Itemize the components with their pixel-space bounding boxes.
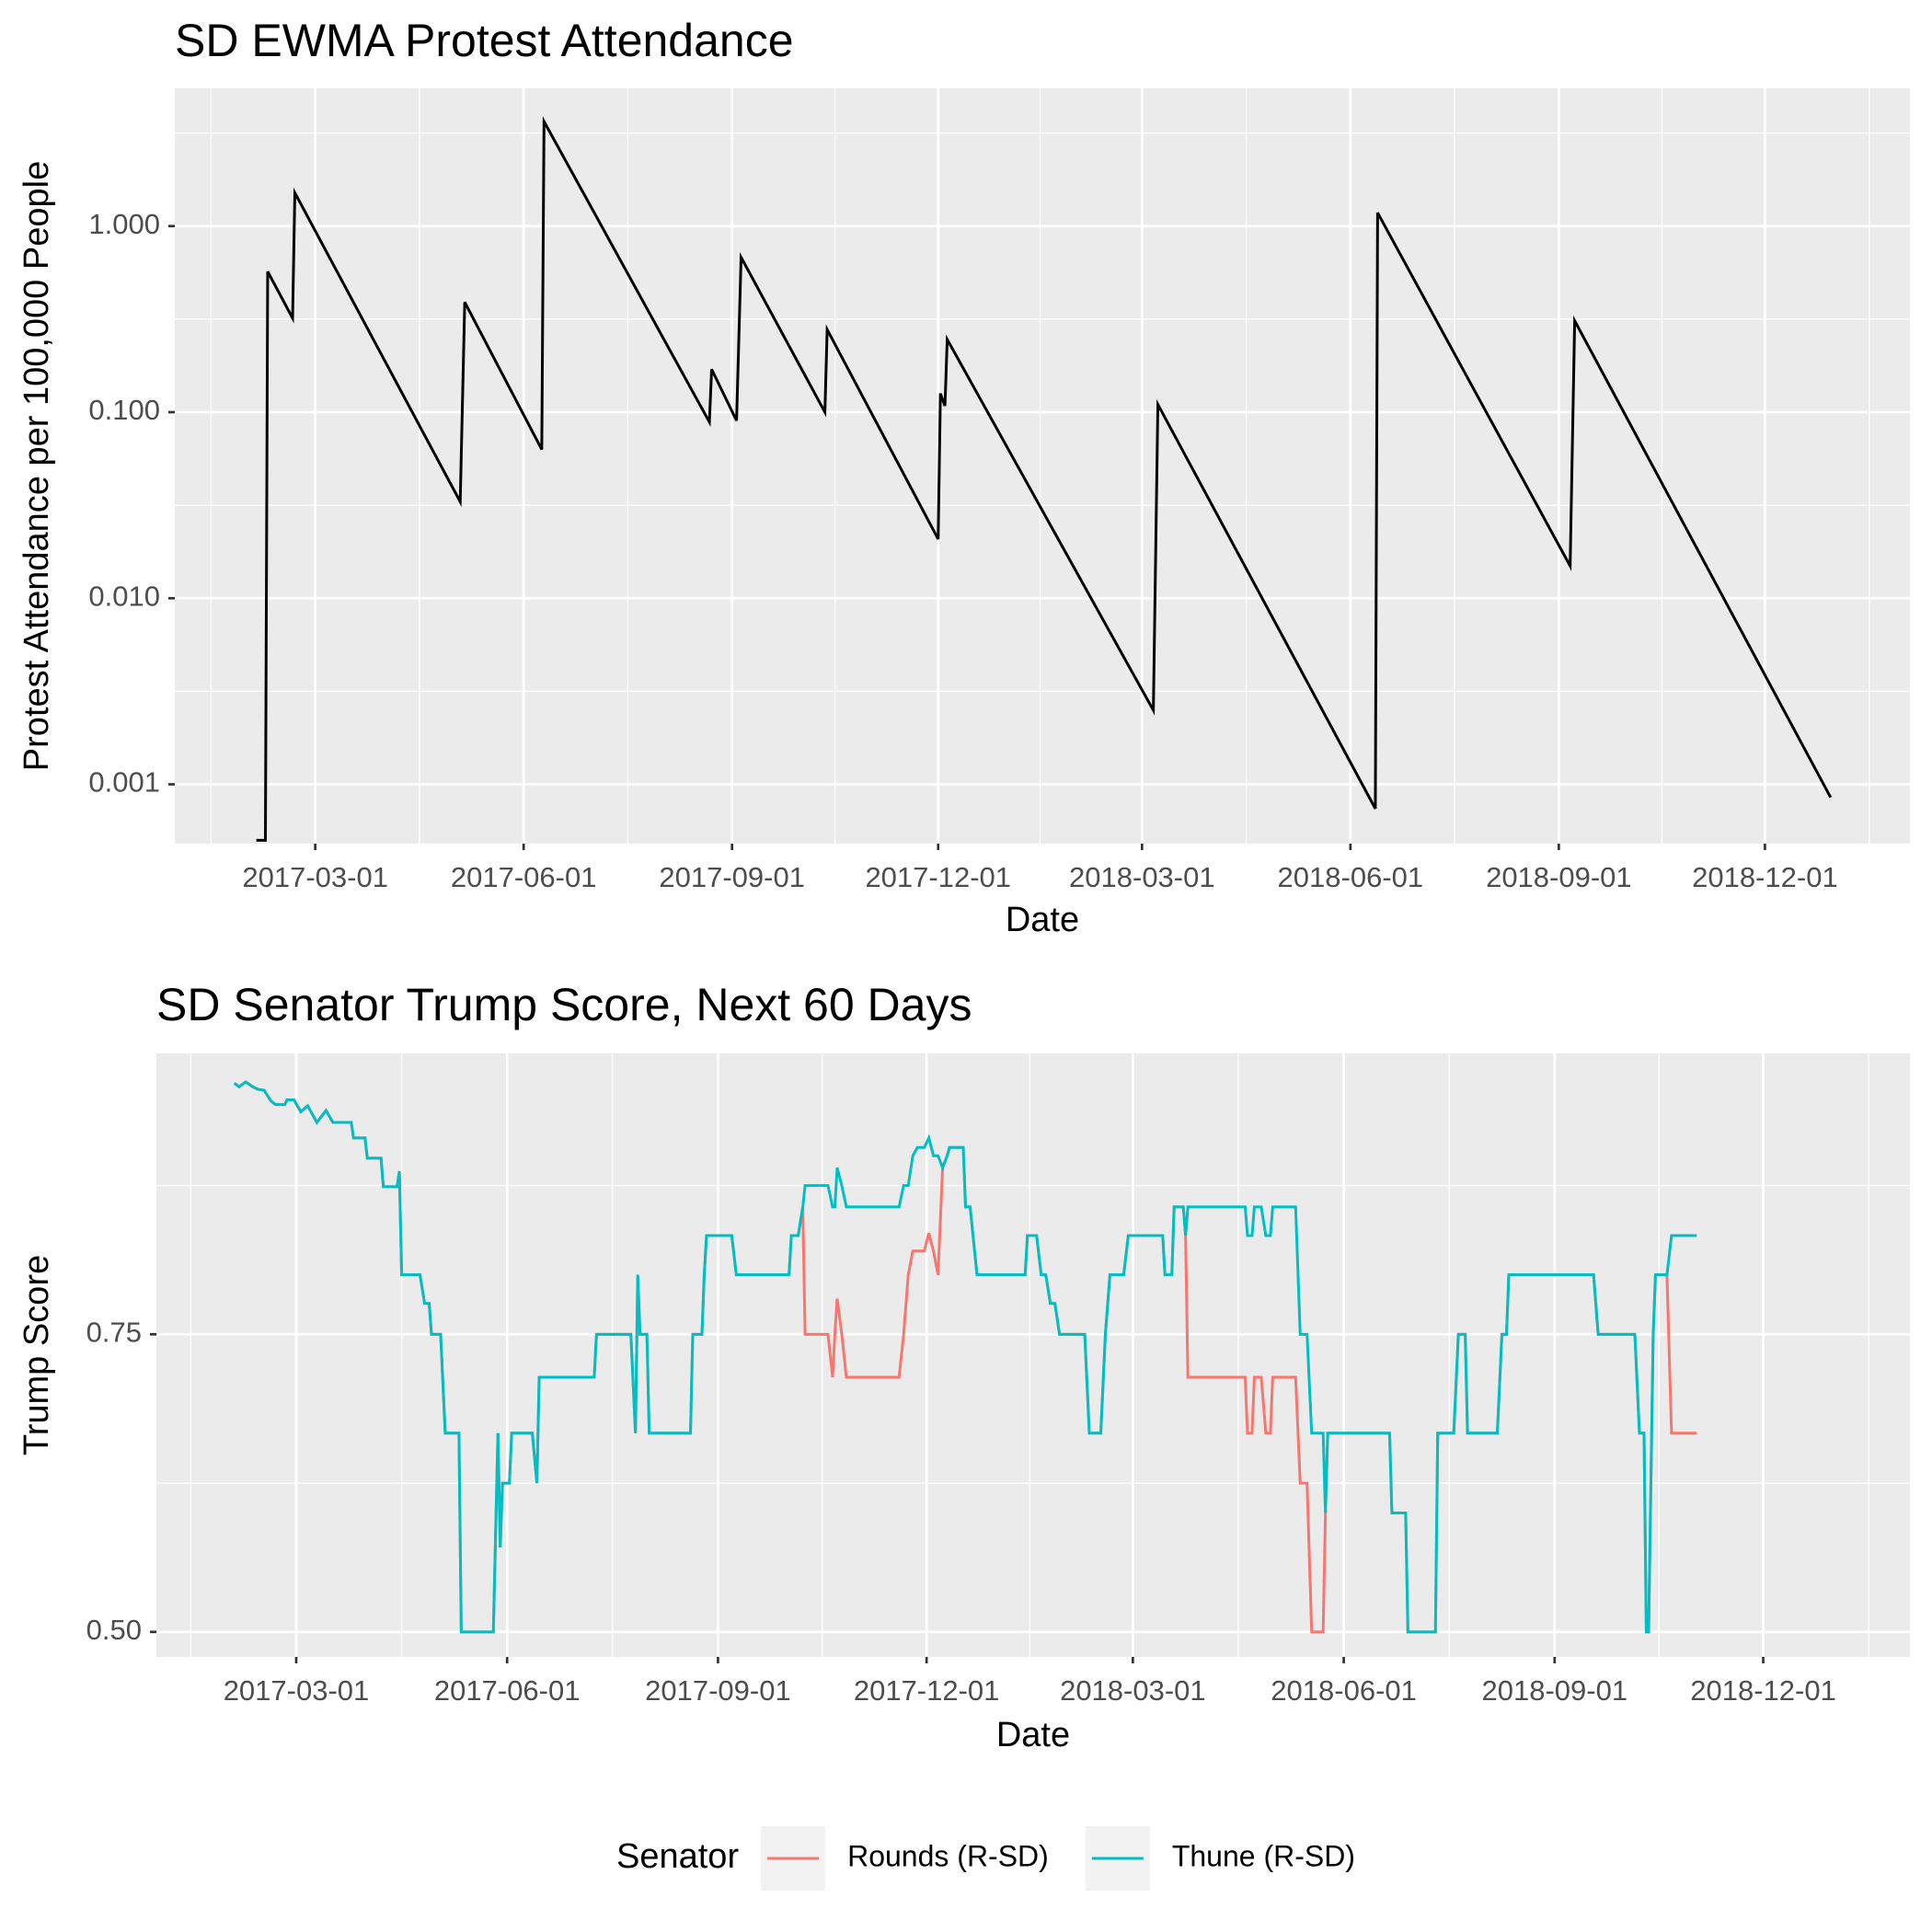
plot-panel [156, 1053, 1910, 1657]
x-tick-label: 2018-09-01 [1486, 861, 1632, 893]
x-tick-label: 2017-03-01 [242, 861, 388, 893]
data-line [256, 116, 1833, 842]
x-tick-label: 2018-03-01 [1069, 861, 1215, 893]
x-tick-label: 2017-03-01 [224, 1674, 370, 1707]
x-axis-title: Date [996, 1716, 1070, 1754]
legend-title: Senator [616, 1837, 739, 1876]
x-tick-label: 2017-09-01 [645, 1674, 791, 1707]
y-tick-label: 0.001 [88, 766, 160, 799]
x-tick-label: 2018-09-01 [1482, 1674, 1628, 1707]
y-tick-label: 0.50 [86, 1614, 142, 1646]
x-tick-label: 2017-12-01 [865, 861, 1011, 893]
legend-label: Rounds (R-SD) [847, 1839, 1049, 1872]
x-tick-label: 2018-12-01 [1692, 861, 1838, 893]
y-axis-title: Trump Score [17, 1255, 56, 1455]
x-tick-label: 2017-06-01 [451, 861, 597, 893]
x-tick-label: 2018-03-01 [1060, 1674, 1206, 1707]
chart-title: SD Senator Trump Score, Next 60 Days [156, 979, 972, 1030]
x-tick-label: 2018-12-01 [1690, 1674, 1836, 1707]
y-tick-label: 1.000 [88, 208, 160, 240]
y-axis-title: Protest Attendance per 100,000 People [17, 161, 56, 771]
y-tick-label: 0.100 [88, 394, 160, 426]
x-tick-label: 2017-09-01 [659, 861, 805, 893]
data-line [233, 1080, 1697, 1634]
x-tick-label: 2018-06-01 [1271, 1674, 1417, 1707]
x-tick-label: 2017-06-01 [434, 1674, 581, 1707]
x-tick-label: 2018-06-01 [1278, 861, 1424, 893]
y-tick-label: 0.010 [88, 580, 160, 612]
x-tick-label: 2017-12-01 [854, 1674, 1000, 1707]
chart-title: SD EWMA Protest Attendance [175, 15, 794, 66]
y-tick-label: 0.75 [86, 1317, 142, 1349]
x-axis-title: Date [1006, 901, 1079, 939]
legend-label: Thune (R-SD) [1172, 1839, 1355, 1872]
plot-panel [175, 88, 1910, 844]
